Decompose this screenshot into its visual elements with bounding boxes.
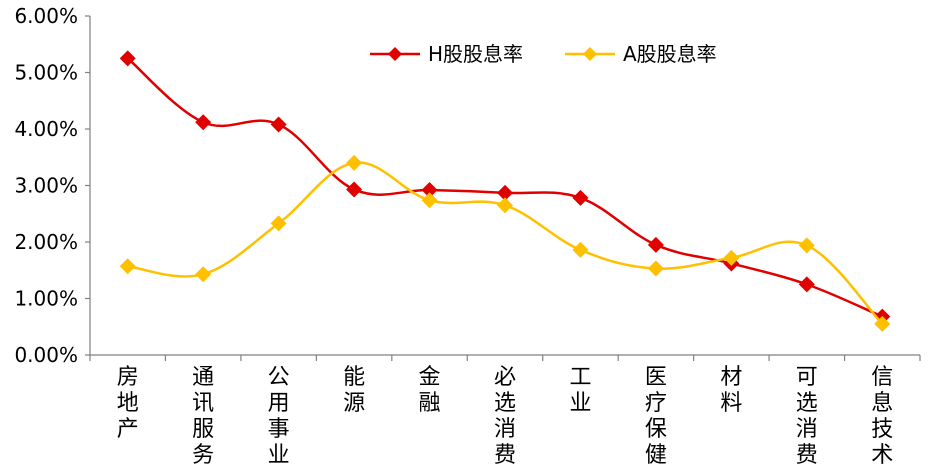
a-share-data-point [647, 260, 664, 277]
a-share-data-point [421, 192, 438, 209]
a-share-data-point [195, 266, 212, 283]
h-share-data-point [119, 50, 136, 67]
legend: H股股息率 A股股息率 [370, 42, 717, 66]
a-share-data-point [798, 237, 815, 254]
x-tick-label: 公用事业 [268, 365, 290, 468]
y-tick-label: 2.00% [14, 230, 78, 254]
x-tick-label: 能源 [343, 365, 365, 416]
a-share-data-point [119, 258, 136, 275]
a-share-legend-label: A股股息率 [623, 42, 717, 66]
x-tick-label: 通讯服务 [192, 365, 214, 468]
x-tick-label: 房地产 [117, 365, 139, 442]
h-share-data-point [270, 116, 287, 133]
x-tick-label: 医疗保健 [645, 365, 667, 468]
h-share-legend-label: H股股息率 [428, 42, 523, 66]
y-tick-label: 5.00% [14, 61, 78, 85]
a-share-data-point [723, 249, 740, 266]
h-share-data-point [647, 236, 664, 253]
h-share-series [119, 50, 891, 325]
x-tick-label: 材料 [720, 365, 742, 416]
a-share-legend-marker [583, 47, 597, 61]
x-tick-label: 工业 [569, 365, 591, 416]
a-share-data-point [346, 154, 363, 171]
a-share-data-point [497, 197, 513, 214]
y-tick-label: 4.00% [14, 117, 78, 141]
x-axis: 房地产 通讯服务 公用事业 能源 金融 必选消费 工业 医疗保健 材料 可选消费 信息技术 [89, 354, 921, 468]
h-share-legend-marker [388, 47, 402, 61]
a-share-series [119, 154, 891, 332]
y-tick-label: 1.00% [14, 287, 78, 311]
h-share-data-point [798, 276, 815, 293]
y-tick-label: 6.00% [14, 4, 78, 28]
h-share-data-point [497, 184, 513, 201]
y-axis: 0.00% 1.00% 2.00% 3.00% 4.00% 5.00% 6.00% [14, 4, 91, 367]
h-share-data-point [421, 182, 438, 199]
x-tick-label: 可选消费 [796, 365, 818, 468]
y-tick-label: 0.00% [14, 343, 78, 367]
h-share-data-point [346, 181, 363, 198]
a-share-data-point [270, 215, 287, 232]
a-share-data-point [572, 241, 589, 258]
series-layer [119, 50, 891, 332]
x-tick-label: 信息技术 [871, 365, 893, 468]
h-share-series-line [126, 57, 883, 318]
y-tick-label: 3.00% [14, 174, 78, 198]
x-tick-label: 必选消费 [494, 365, 516, 468]
h-share-data-point [195, 114, 212, 131]
h-share-data-point [572, 189, 589, 206]
x-tick-label: 金融 [419, 365, 441, 416]
a-share-data-point [874, 315, 891, 332]
